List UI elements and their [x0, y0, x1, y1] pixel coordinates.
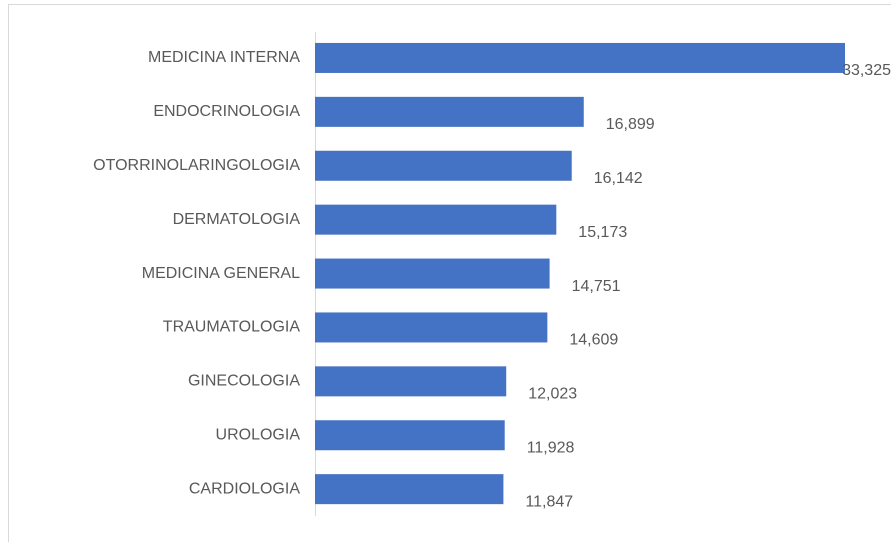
data-label: 15,173 — [578, 224, 627, 241]
y-tick-label: GINECOLOGIA — [188, 373, 300, 390]
data-label: 11,847 — [525, 493, 573, 510]
data-label: 16,899 — [606, 116, 655, 133]
data-label: 33,325 — [842, 62, 891, 79]
y-tick-label: CARDIOLOGIA — [189, 480, 300, 497]
bar — [315, 312, 548, 343]
data-label: 12,023 — [528, 386, 577, 403]
y-tick-label: MEDICINA GENERAL — [142, 265, 300, 282]
y-tick-label: OTORRINOLARINGOLOGIA — [93, 157, 300, 174]
y-tick-label: TRAUMATOLOGIA — [163, 319, 301, 336]
chart-border — [8, 4, 891, 542]
bar — [315, 258, 550, 289]
y-tick-label: MEDICINA INTERNA — [148, 49, 300, 66]
y-tick-label: ENDOCRINOLOGIA — [153, 103, 300, 120]
bar — [315, 204, 557, 235]
bar — [315, 150, 572, 181]
bar — [315, 366, 507, 397]
data-label: 11,928 — [527, 439, 575, 456]
bar — [315, 420, 505, 451]
data-label: 14,609 — [569, 332, 618, 349]
bar — [315, 474, 504, 505]
y-tick-label: DERMATOLOGIA — [173, 211, 301, 228]
bar — [315, 96, 584, 127]
y-tick-label: UROLOGIA — [216, 426, 301, 443]
data-label: 14,751 — [572, 278, 621, 295]
bar — [315, 42, 845, 73]
data-label: 16,142 — [594, 170, 643, 187]
